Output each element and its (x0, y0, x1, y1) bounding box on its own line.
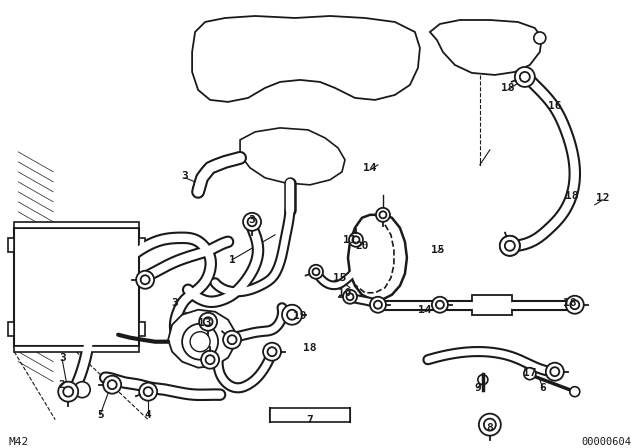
Circle shape (199, 313, 217, 331)
Text: 3: 3 (182, 171, 189, 181)
Text: 3: 3 (59, 353, 65, 363)
Circle shape (353, 236, 360, 243)
Circle shape (74, 382, 90, 398)
Circle shape (550, 367, 559, 376)
Text: 16: 16 (548, 101, 561, 111)
Circle shape (312, 268, 319, 275)
Circle shape (515, 67, 535, 87)
Circle shape (143, 387, 153, 396)
Circle shape (546, 363, 564, 381)
Bar (8, 238, 14, 252)
Circle shape (287, 310, 297, 320)
Bar (8, 322, 14, 336)
Circle shape (478, 375, 488, 385)
Circle shape (136, 271, 154, 289)
Text: 19: 19 (293, 311, 307, 321)
Circle shape (436, 301, 444, 309)
Text: 18: 18 (303, 343, 317, 353)
Text: 20: 20 (355, 241, 369, 251)
Bar (270, 408, 350, 422)
Bar (472, 295, 512, 315)
Text: 3: 3 (172, 298, 179, 308)
Circle shape (268, 347, 276, 356)
Circle shape (263, 343, 281, 361)
Text: M42: M42 (8, 437, 29, 447)
Circle shape (205, 355, 214, 364)
Polygon shape (430, 20, 542, 75)
Circle shape (524, 368, 536, 379)
Circle shape (520, 72, 530, 82)
Bar (14, 346, 139, 352)
Text: 18: 18 (563, 298, 577, 308)
Circle shape (484, 418, 496, 431)
Bar (139, 322, 145, 336)
Circle shape (204, 317, 212, 326)
Circle shape (346, 293, 353, 300)
Circle shape (570, 387, 580, 396)
Text: 11: 11 (343, 235, 356, 245)
Text: 3: 3 (249, 215, 255, 225)
Circle shape (479, 414, 501, 435)
Circle shape (566, 296, 584, 314)
Text: 12: 12 (596, 193, 609, 203)
Circle shape (534, 32, 546, 44)
Text: 17: 17 (523, 368, 536, 378)
Circle shape (182, 324, 218, 360)
Text: 4: 4 (145, 409, 152, 420)
Text: 13: 13 (198, 318, 212, 328)
Circle shape (139, 383, 157, 401)
Circle shape (223, 331, 241, 349)
Circle shape (103, 376, 121, 394)
Circle shape (500, 236, 520, 256)
Circle shape (376, 208, 390, 222)
Text: 8: 8 (486, 422, 493, 433)
Circle shape (370, 297, 386, 313)
Text: 00000604: 00000604 (582, 437, 632, 447)
Circle shape (374, 301, 382, 309)
Circle shape (58, 382, 78, 402)
Circle shape (228, 335, 237, 344)
Text: 6: 6 (540, 383, 546, 392)
Text: 7: 7 (307, 415, 314, 425)
Circle shape (570, 300, 579, 309)
Text: 18: 18 (501, 83, 515, 93)
Text: 2: 2 (59, 379, 65, 390)
Circle shape (190, 332, 210, 352)
Text: 15: 15 (333, 273, 347, 283)
Polygon shape (192, 16, 420, 102)
Circle shape (282, 305, 302, 325)
Circle shape (243, 213, 261, 231)
Circle shape (349, 233, 363, 247)
Text: 14: 14 (364, 163, 377, 173)
Circle shape (248, 217, 257, 226)
Circle shape (500, 236, 520, 256)
Circle shape (201, 351, 219, 369)
Bar (139, 238, 145, 252)
Text: 10: 10 (338, 288, 352, 298)
Circle shape (108, 380, 116, 389)
Polygon shape (240, 128, 345, 185)
Bar (14, 222, 139, 228)
Circle shape (432, 297, 448, 313)
Text: 9: 9 (474, 383, 481, 392)
Circle shape (380, 211, 387, 218)
Text: 14: 14 (418, 305, 431, 315)
Polygon shape (348, 215, 407, 300)
Text: 18: 18 (565, 191, 579, 201)
Circle shape (63, 387, 73, 396)
Circle shape (343, 290, 357, 304)
Circle shape (309, 265, 323, 279)
Text: 1: 1 (228, 255, 236, 265)
Text: 5: 5 (97, 409, 104, 420)
Text: 15: 15 (431, 245, 445, 255)
Polygon shape (168, 310, 235, 368)
Bar (14, 228, 139, 346)
Circle shape (505, 241, 515, 251)
Circle shape (141, 275, 150, 284)
